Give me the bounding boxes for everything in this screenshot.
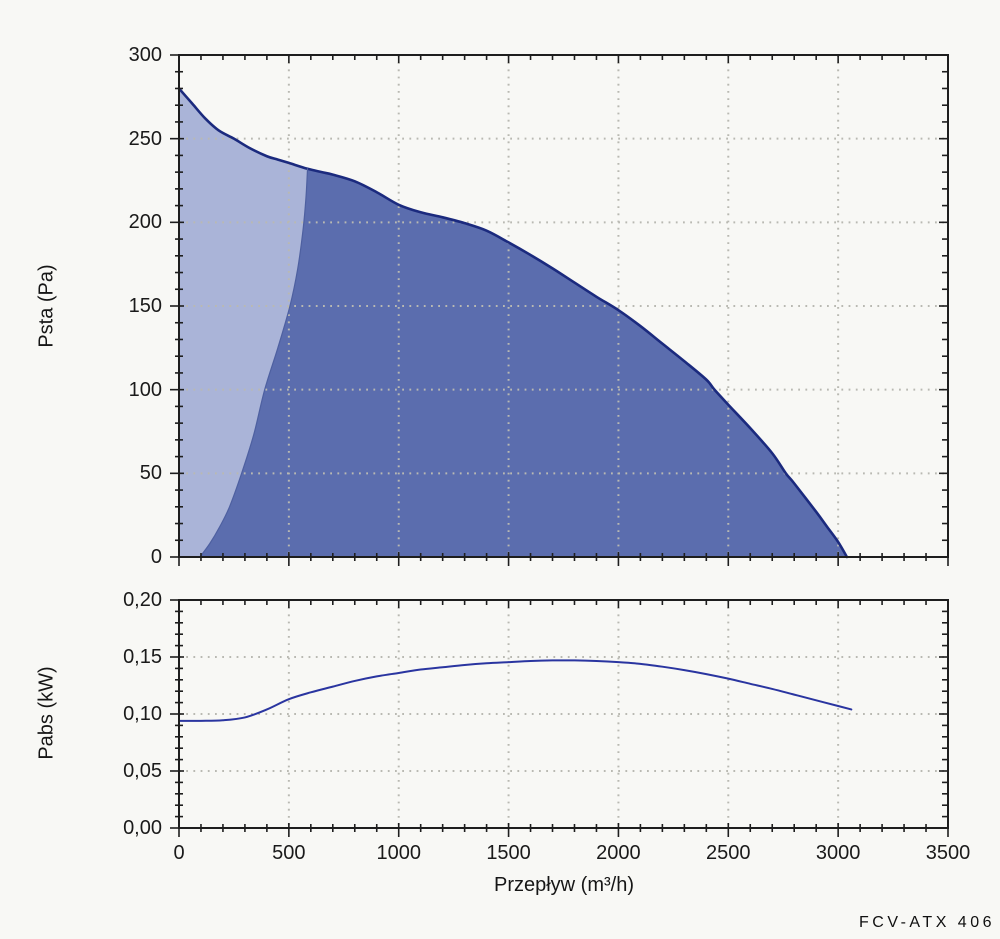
absorbed-power-curve <box>178 659 853 722</box>
x-tick-label: 3000 <box>815 842 861 864</box>
area-working-range <box>199 168 847 557</box>
y-tick-label: 200 <box>128 211 162 234</box>
y-tick-label: 150 <box>128 295 162 317</box>
psta-axis-title: Psta (Pa) <box>35 264 58 348</box>
y-tick-label: 0,10 <box>123 703 162 725</box>
y-tick-label: 0,00 <box>123 817 162 839</box>
y-tick-label: 0 <box>150 546 162 568</box>
y-tick-label: 250 <box>128 127 162 150</box>
pabs-axis-title: Pabs (kW) <box>35 666 58 760</box>
x-tick-label: 1500 <box>486 842 531 864</box>
x-tick-label: 500 <box>272 842 306 864</box>
x-tick-label: 0 <box>173 842 185 864</box>
max-pressure-curve <box>177 87 849 559</box>
flow-axis-title: Przepływ (m³/h) <box>493 874 635 896</box>
y-tick-label: 300 <box>128 44 162 66</box>
y-tick-label: 50 <box>139 462 162 485</box>
x-tick-label: 2500 <box>706 842 751 864</box>
model-label: FCV-ATX 406 <box>858 914 995 931</box>
y-tick-label: 0,05 <box>123 760 162 782</box>
y-tick-label: 100 <box>128 378 162 401</box>
x-tick-label: 3500 <box>925 842 971 864</box>
x-tick-label: 2000 <box>596 842 641 864</box>
min-flow-boundary <box>199 168 309 558</box>
x-tick-label: 1000 <box>376 842 421 864</box>
y-tick-label: 0,20 <box>123 589 162 611</box>
y-tick-label: 0,15 <box>123 646 162 668</box>
